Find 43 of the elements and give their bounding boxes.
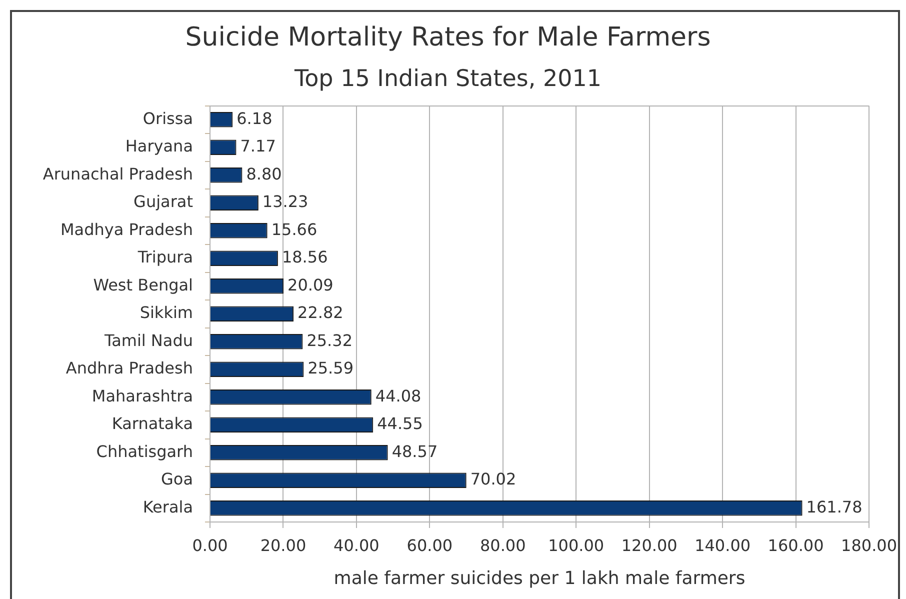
data-label: 48.57	[392, 442, 438, 461]
x-tick-label: 60.00	[406, 536, 453, 555]
data-label: 25.32	[306, 330, 353, 350]
y-tick-label: Madhya Pradesh	[60, 220, 193, 239]
y-tick-label: Tamil Nadu	[103, 330, 193, 350]
x-axis-title: male farmer suicides per 1 lakh male farmers	[334, 568, 746, 589]
y-tick-label: Goa	[161, 470, 193, 489]
chart-subtitle: Top 15 Indian States, 2011	[293, 66, 602, 92]
x-tick-label: 160.00	[768, 536, 824, 555]
data-label: 44.55	[377, 414, 423, 434]
data-label: 18.56	[282, 248, 328, 267]
data-label: 6.18	[236, 108, 272, 128]
data-label: 44.08	[375, 386, 422, 406]
data-label: 20.09	[288, 275, 334, 294]
data-label: 70.02	[470, 470, 516, 489]
x-tick-label: 100.00	[548, 536, 604, 555]
x-tick-label: 80.00	[480, 536, 526, 555]
data-label: 161.78	[806, 497, 862, 516]
x-tick-label: 20.00	[260, 536, 306, 555]
y-tick-label: Kerala	[142, 497, 193, 516]
y-tick-label: Chhatisgarh	[96, 442, 193, 461]
y-tick-label: West Bengal	[93, 275, 193, 294]
y-tick-label: Andhra Pradesh	[66, 358, 193, 378]
data-label: 7.17	[240, 136, 276, 156]
data-label: 13.23	[262, 192, 308, 212]
chart-title: Suicide Mortality Rates for Male Farmers	[185, 22, 711, 52]
y-tick-label: Sikkim	[140, 303, 193, 322]
y-tick-label: Karnataka	[112, 414, 193, 434]
y-tick-label: Haryana	[125, 136, 193, 156]
y-tick-label: Tripura	[136, 248, 193, 267]
x-tick-label: 0.00	[192, 536, 228, 555]
data-label: 22.82	[298, 303, 344, 322]
y-tick-label: Gujarat	[134, 192, 193, 212]
data-label: 25.59	[308, 358, 354, 378]
x-tick-label: 180.00	[841, 536, 897, 555]
data-label: 15.66	[271, 220, 318, 239]
y-tick-label: Arunachal Pradesh	[42, 164, 193, 184]
y-tick-label: Orissa	[142, 108, 193, 128]
x-tick-label: 140.00	[694, 536, 751, 555]
data-label: 8.80	[246, 164, 282, 184]
x-tick-label: 120.00	[621, 536, 678, 555]
x-tick-label: 40.00	[334, 536, 380, 555]
y-tick-label: Maharashtra	[92, 386, 193, 406]
